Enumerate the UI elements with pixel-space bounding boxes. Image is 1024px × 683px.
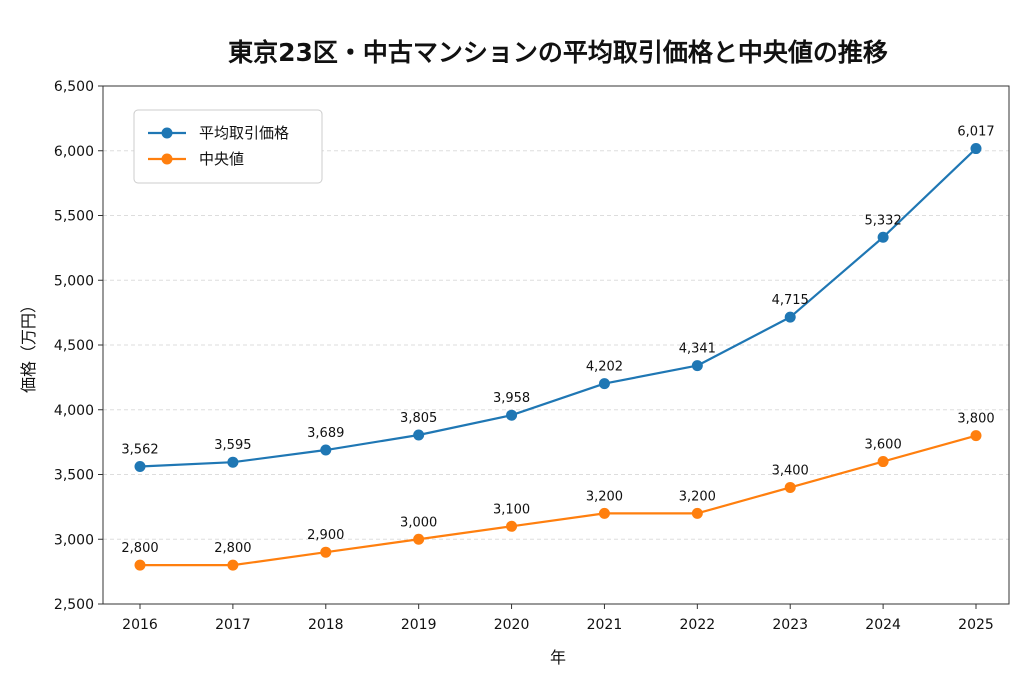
data-point <box>784 481 796 493</box>
y-tick-label: 6,000 <box>54 144 94 160</box>
y-axis-label: 価格（万円） <box>19 297 38 393</box>
data-point <box>598 378 610 390</box>
data-label: 3,805 <box>400 411 437 426</box>
x-tick-label: 2022 <box>680 617 716 633</box>
legend-box <box>133 109 323 184</box>
x-tick-label: 2020 <box>494 617 530 633</box>
x-tick-label: 2023 <box>772 617 808 633</box>
data-series <box>134 143 982 571</box>
x-tick-label: 2025 <box>958 617 994 633</box>
data-label: 2,800 <box>121 541 158 556</box>
y-axis-ticks: 2,500 3,000 3,500 4,000 4,500 5,000 5,500 6,000… <box>54 79 103 613</box>
x-tick-label: 2016 <box>122 617 158 633</box>
data-label: 3,958 <box>493 391 530 406</box>
data-label: 6,017 <box>957 125 994 140</box>
y-tick-label: 3,500 <box>54 468 94 484</box>
data-point <box>320 444 332 456</box>
data-point <box>691 507 703 519</box>
legend-swatch-marker <box>161 127 173 139</box>
data-label: 4,202 <box>586 360 623 375</box>
y-tick-label: 4,500 <box>54 338 94 354</box>
data-point <box>970 143 982 155</box>
x-tick-label: 2019 <box>401 617 437 633</box>
x-axis-ticks: 2016 2017 2018 2019 2020 2021 2022 2023 2024 2025 <box>122 604 994 633</box>
x-tick-label: 2018 <box>308 617 344 633</box>
data-point <box>413 533 425 545</box>
data-label: 3,800 <box>957 412 994 427</box>
data-label: 4,715 <box>772 293 809 308</box>
data-label: 3,595 <box>214 438 251 453</box>
legend-label: 中央値 <box>199 150 244 168</box>
y-tick-label: 3,000 <box>54 532 94 548</box>
data-point <box>134 559 146 571</box>
data-point <box>134 460 146 472</box>
data-point <box>227 456 239 468</box>
data-point <box>227 559 239 571</box>
data-point <box>877 231 889 243</box>
x-tick-label: 2021 <box>587 617 623 633</box>
data-label: 3,600 <box>865 438 902 453</box>
data-point <box>691 360 703 372</box>
data-point <box>320 546 332 558</box>
data-label: 3,200 <box>586 489 623 504</box>
series-line-0 <box>139 147 977 468</box>
y-tick-label: 4,000 <box>54 403 94 419</box>
y-tick-label: 6,500 <box>54 79 94 95</box>
x-axis-label: 年 <box>550 648 566 667</box>
y-tick-label: 2,500 <box>54 597 94 613</box>
grid-lines <box>103 150 1009 540</box>
data-label: 3,000 <box>400 515 437 530</box>
data-label: 3,400 <box>772 463 809 478</box>
x-tick-label: 2017 <box>215 617 251 633</box>
data-point <box>877 456 889 468</box>
data-point <box>413 429 425 441</box>
y-tick-label: 5,500 <box>54 209 94 225</box>
data-label: 3,689 <box>307 426 344 441</box>
data-point <box>506 409 518 421</box>
data-point <box>970 430 982 442</box>
data-label: 2,800 <box>214 541 251 556</box>
data-label: 2,900 <box>307 528 344 543</box>
data-point <box>506 520 518 532</box>
y-tick-label: 5,000 <box>54 273 94 289</box>
data-label: 3,200 <box>679 489 716 504</box>
chart-title: 東京23区・中古マンションの平均取引価格と中央値の推移 <box>228 38 888 67</box>
data-point <box>784 311 796 323</box>
series-line-1 <box>140 434 977 567</box>
data-label: 3,562 <box>121 442 158 457</box>
data-label: 5,332 <box>865 213 902 228</box>
data-labels: 3,562 3,595 3,689 3,805 3,958 4,202 4,341 4,715… <box>121 125 994 557</box>
x-tick-label: 2024 <box>865 617 901 633</box>
legend-label: 平均取引価格 <box>199 124 289 142</box>
data-label: 4,341 <box>679 342 716 357</box>
legend-swatch-marker <box>161 153 173 165</box>
data-label: 3,100 <box>493 502 530 517</box>
data-point <box>598 507 610 519</box>
